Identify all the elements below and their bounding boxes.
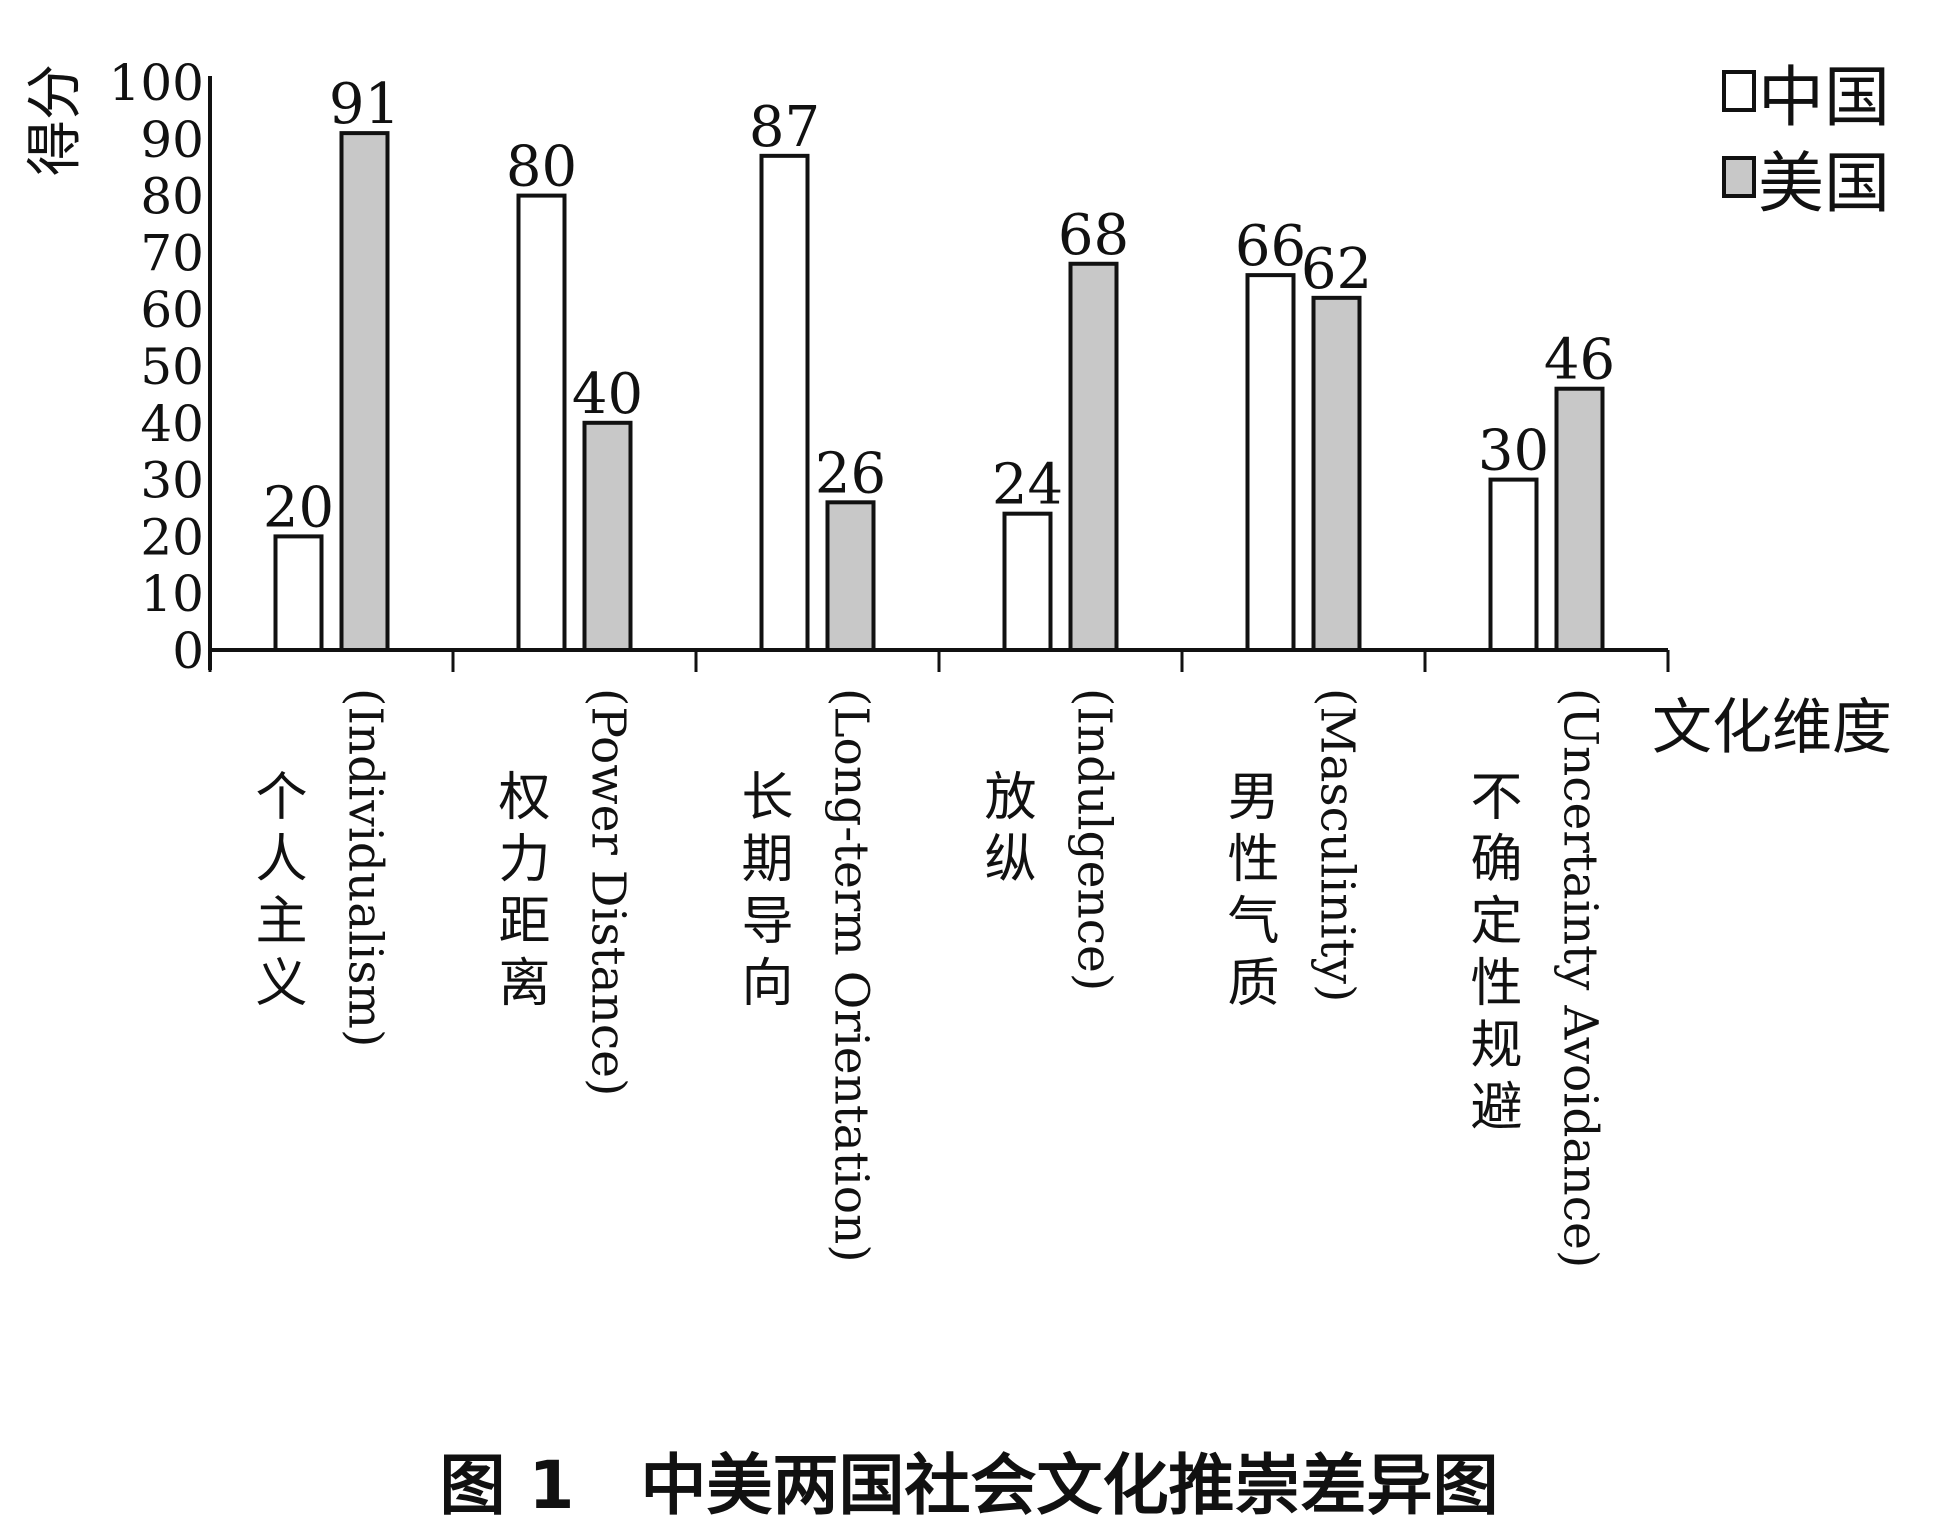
bar bbox=[1245, 273, 1296, 652]
x-axis-title: 文化维度 bbox=[1652, 693, 1892, 763]
data-label: 66 bbox=[1235, 214, 1306, 279]
category-label-cn: 放纵 bbox=[984, 768, 1036, 890]
y-tick-label: 90 bbox=[140, 111, 204, 169]
y-tick-label: 40 bbox=[140, 395, 204, 453]
category-label-cn: 长期导向 bbox=[741, 768, 793, 1014]
category-labels: 个人主义 (Individualism) 权力距离 (Power Distance) 长… bbox=[255, 688, 1607, 1268]
data-label: 26 bbox=[815, 441, 886, 506]
data-label: 91 bbox=[329, 72, 400, 137]
legend-label: 美国 bbox=[1758, 145, 1890, 222]
bar bbox=[1002, 511, 1053, 652]
data-label: 46 bbox=[1544, 328, 1615, 393]
data-label: 68 bbox=[1058, 203, 1129, 268]
category-label-en: (Indulgence) bbox=[1067, 688, 1122, 991]
category-label-cn: 个人主义 bbox=[255, 768, 307, 1014]
legend-swatch bbox=[1722, 70, 1756, 112]
bar bbox=[825, 500, 876, 652]
category-label-en: (Long-term Orientation) bbox=[824, 688, 879, 1263]
bars bbox=[273, 131, 1605, 653]
y-tick-label: 0 bbox=[172, 622, 204, 680]
y-tick-label: 20 bbox=[140, 508, 204, 566]
bar bbox=[1311, 295, 1362, 652]
bar bbox=[339, 131, 390, 652]
data-label: 20 bbox=[263, 475, 334, 540]
category-label-en: (Individualism) bbox=[338, 688, 393, 1047]
data-label: 40 bbox=[572, 362, 643, 427]
bar bbox=[1488, 477, 1539, 652]
legend-swatch bbox=[1722, 156, 1756, 198]
bar bbox=[516, 193, 567, 652]
y-tick-label: 10 bbox=[140, 565, 204, 623]
category-label-en: (Masculinity) bbox=[1310, 688, 1365, 1002]
y-tick-label: 30 bbox=[140, 452, 204, 510]
bar bbox=[1068, 261, 1119, 652]
y-tick-label: 50 bbox=[140, 338, 204, 396]
category-label-cn: 权力距离 bbox=[498, 768, 550, 1014]
y-tick-label: 100 bbox=[109, 54, 204, 112]
y-tick-label: 80 bbox=[140, 168, 204, 226]
legend-label: 中国 bbox=[1758, 59, 1890, 136]
y-tick-label: 60 bbox=[140, 281, 204, 339]
category-label-en: (Power Distance) bbox=[581, 688, 636, 1096]
data-label: 62 bbox=[1301, 237, 1372, 302]
bar bbox=[759, 153, 810, 652]
y-tick-label: 70 bbox=[140, 224, 204, 282]
category-label-cn: 男性气质 bbox=[1227, 768, 1279, 1014]
data-label: 24 bbox=[992, 453, 1063, 518]
data-label: 30 bbox=[1478, 419, 1549, 484]
data-label: 87 bbox=[749, 95, 820, 160]
category-label-en: (Uncertainty Avoidance) bbox=[1553, 688, 1608, 1268]
category-label-cn: 不确定性规避 bbox=[1470, 768, 1522, 1138]
bar bbox=[273, 534, 324, 653]
chart-caption: 图 1 中美两国社会文化推崇差异图 bbox=[440, 1447, 1499, 1524]
data-label: 80 bbox=[506, 135, 577, 200]
bar bbox=[582, 420, 633, 652]
y-axis-title: 得分 bbox=[23, 64, 88, 176]
bar bbox=[1554, 386, 1605, 652]
